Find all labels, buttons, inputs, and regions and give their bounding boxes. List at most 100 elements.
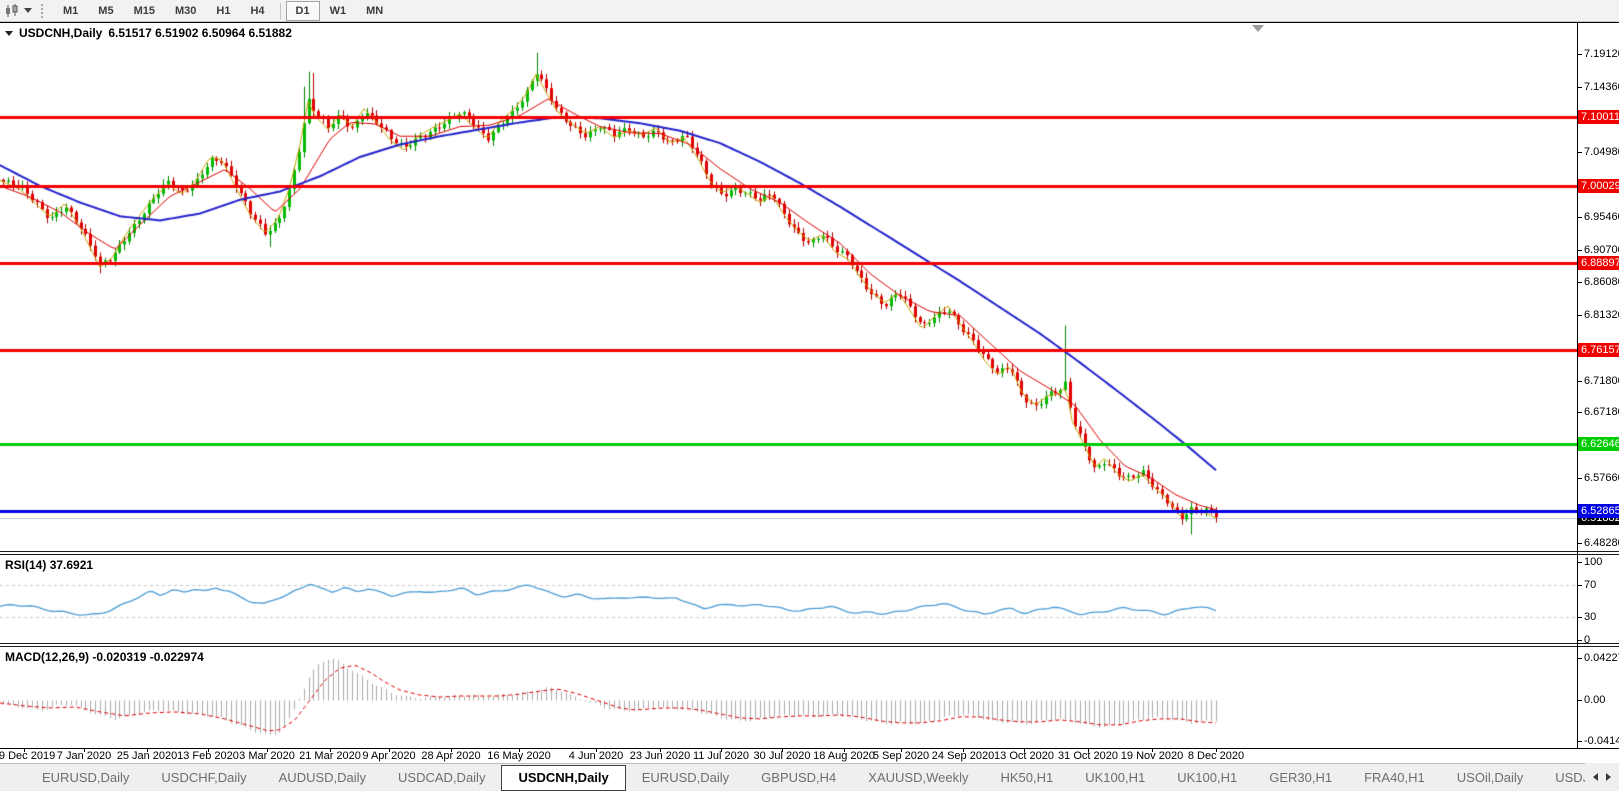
timeframe-button-d1[interactable]: D1 [285,0,320,21]
macd-values: -0.020319 -0.022974 [92,650,204,664]
rsi-tick-label: 30 [1584,611,1597,623]
tab-scroll-right-icon[interactable] [1606,773,1611,781]
price-tick-mark [1577,54,1582,55]
rsi-tick-mark [1577,617,1582,618]
date-label: 8 Dec 2020 [1187,750,1245,762]
date-label: 13 Feb 2020 [177,750,239,762]
date-label: 13 Oct 2020 [994,750,1054,762]
date-tick-mark [1088,748,1089,752]
level-price-badge: 7.00029 [1578,179,1619,193]
chart-tab-ger30-h1[interactable]: GER30,H1 [1269,769,1333,785]
main-chart-canvas[interactable] [0,23,1577,551]
timeframe-button-m1[interactable]: M1 [63,4,79,17]
macd-tick-mark [1577,658,1582,659]
date-label: 28 Apr 2020 [421,750,481,762]
date-tick-mark [451,748,452,752]
chart-tab-hk50-h1[interactable]: HK50,H1 [1000,769,1054,785]
timeframe-button-h4[interactable]: H4 [250,4,265,17]
chart-tab-usoil-daily[interactable]: USOil,Daily [1456,769,1524,785]
macd-indicator-canvas[interactable] [0,647,1577,747]
price-tick-label: 6.48280 [1584,537,1619,549]
price-tick-mark [1577,478,1582,479]
level-price-badge: 6.52865 [1578,504,1619,518]
chart-tab-eurusd-daily[interactable]: EURUSD,Daily [641,769,730,785]
price-tick-mark [1577,412,1582,413]
rsi-label: RSI(14) 37.6921 [5,558,93,572]
macd-tick-mark [1577,741,1582,742]
chart-tab-uk100-h1[interactable]: UK100,H1 [1177,769,1238,785]
date-tick-mark [782,748,783,752]
date-label: 18 Aug 2020 [813,750,875,762]
candlestick-chart-icon [6,3,18,17]
macd-tick-label: 0.042275 [1584,652,1619,664]
price-tick-mark [1577,250,1582,251]
rsi-tick-mark [1577,562,1582,563]
chart-tab-gbpusd-h4[interactable]: GBPUSD,H4 [761,769,837,785]
chart-tab-usdcnh-daily[interactable]: USDCNH,Daily [501,764,626,791]
timeframe-button-h1[interactable]: H1 [216,4,231,17]
chart-window: 7.19120 7.14360 7.04980 6.95460 6.90700 6.860… [0,22,1619,749]
date-tick-mark [596,748,597,752]
rsi-value: 37.6921 [49,558,94,572]
symbol-period-label: USDCNH,Daily [19,26,103,40]
timeframe-button-m5[interactable]: M5 [98,4,114,17]
chart-tab-usdchf-daily[interactable]: USDCHF,Daily [161,769,247,785]
date-tick-mark [1024,748,1025,752]
date-label: 30 Jul 2020 [753,750,811,762]
chart-tab-xauusd-weekly[interactable]: XAUUSD,Weekly [868,769,969,785]
date-tick-mark [1216,748,1217,752]
price-tick-mark [1577,87,1582,88]
rsi-tick-mark [1577,640,1582,641]
date-tick-mark [844,748,845,752]
chart-tab-eurusd-daily[interactable]: EURUSD,Daily [42,769,130,785]
chart-tab-fra40-h1[interactable]: FRA40,H1 [1364,769,1425,785]
timeframe-button-m15[interactable]: M15 [133,4,155,17]
rsi-tick-label: 100 [1584,556,1603,568]
toolbar-separator [279,2,281,19]
timeframe-button-w1[interactable]: W1 [329,4,347,17]
rsi-tick-label: 0 [1584,634,1591,646]
tab-scroll-left-icon[interactable] [1593,773,1598,781]
price-axis-line [1577,22,1578,749]
chart-tab-uk100-h1[interactable]: UK100,H1 [1085,769,1146,785]
timeframe-button-m30[interactable]: M30 [174,4,197,17]
chart-type-button[interactable] [2,3,35,19]
panel-divider[interactable] [0,643,1619,647]
price-tick-mark [1577,152,1582,153]
chart-shift-marker-icon[interactable] [1252,25,1264,32]
rsi-tick-mark [1577,585,1582,586]
chart-tab-usdcad-daily[interactable]: USDCAD,Daily [398,769,486,785]
date-label: 5 Sep 2020 [872,750,930,762]
price-tick-label: 6.81320 [1584,309,1619,321]
chart-title: USDCNH,Daily 6.51517 6.51902 6.50964 6.5… [5,26,292,40]
date-label: 23 Jun 2020 [629,750,691,762]
toolbar-grip[interactable] [41,3,46,18]
date-label: 21 Mar 2020 [299,750,361,762]
date-label: 25 Jan 2020 [116,750,178,762]
chart-tab-audusd-daily[interactable]: AUDUSD,Daily [278,769,367,785]
price-axis[interactable]: 7.19120 7.14360 7.04980 6.95460 6.90700 6.860… [1577,23,1619,748]
collapse-triangle-icon[interactable] [5,30,13,36]
level-price-badge: 7.10011 [1578,110,1619,124]
date-tick-mark [84,748,85,752]
rsi-indicator-canvas[interactable] [0,555,1577,643]
panel-divider[interactable] [0,551,1619,555]
date-tick-mark [519,748,520,752]
price-tick-label: 7.19120 [1584,48,1619,60]
level-price-badge: 6.62646 [1578,437,1619,451]
date-tick-mark [267,748,268,752]
date-label: 7 Jan 2020 [56,750,112,762]
date-tick-mark [330,748,331,752]
timeframe-button-mn[interactable]: MN [366,4,384,17]
price-tick-label: 6.86080 [1584,276,1619,288]
macd-label: MACD(12,26,9) -0.020319 -0.022974 [5,650,204,664]
date-label: 9 Apr 2020 [362,750,416,762]
rsi-tick-label: 70 [1584,579,1597,591]
date-tick-mark [24,748,25,752]
date-tick-mark [963,748,964,752]
price-tick-mark [1577,282,1582,283]
ohlc-values: 6.51517 6.51902 6.50964 6.51882 [108,26,292,40]
price-tick-mark [1577,381,1582,382]
price-tick-label: 6.57660 [1584,472,1619,484]
